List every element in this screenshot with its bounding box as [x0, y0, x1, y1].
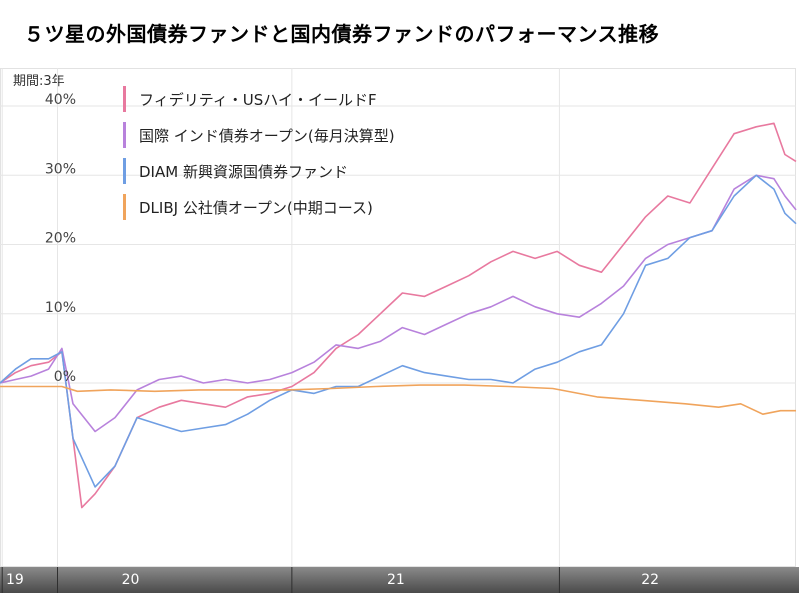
- legend-label: フィデリティ・USハイ・イールドF: [139, 91, 377, 109]
- y-tick-label: 0%: [54, 369, 76, 385]
- legend-label: 国際 インド債券オープン(毎月決算型): [139, 127, 395, 145]
- x-tick-label: 19: [6, 572, 24, 588]
- legend-swatch-2: [123, 158, 126, 184]
- series-line-3: [0, 384, 796, 415]
- x-tick-label: 20: [122, 572, 140, 588]
- x-tick-label: 21: [387, 572, 405, 588]
- x-axis-band: [0, 567, 799, 593]
- legend-label: DLIBJ 公社債オープン(中期コース): [139, 199, 373, 217]
- x-axis-bar: [0, 567, 799, 593]
- x-tick-labels: 19 20 21 22: [6, 572, 659, 588]
- grid-layer: [0, 68, 796, 567]
- y-tick-labels: 40% 30% 20% 10% 0%: [45, 92, 76, 385]
- plot-border: [0, 68, 796, 567]
- legend-swatch-3: [123, 194, 126, 220]
- legend-swatch-1: [123, 122, 126, 148]
- series-line-1: [0, 174, 797, 433]
- series-layer: [0, 122, 797, 509]
- y-tick-label: 30%: [45, 161, 76, 177]
- series-line-2: [0, 174, 797, 488]
- y-tick-label: 40%: [45, 92, 76, 108]
- series-line-0: [0, 122, 797, 509]
- legend-swatch-0: [123, 86, 126, 112]
- chart-title: ５ツ星の外国債券ファンドと国内債券ファンドのパフォーマンス推移: [24, 22, 660, 46]
- y-tick-label: 20%: [45, 231, 76, 247]
- x-tick-label: 22: [641, 572, 659, 588]
- period-label: 期間:3年: [13, 74, 65, 89]
- legend-label: DIAM 新興資源国債券ファンド: [139, 163, 348, 181]
- y-tick-label: 10%: [45, 300, 76, 316]
